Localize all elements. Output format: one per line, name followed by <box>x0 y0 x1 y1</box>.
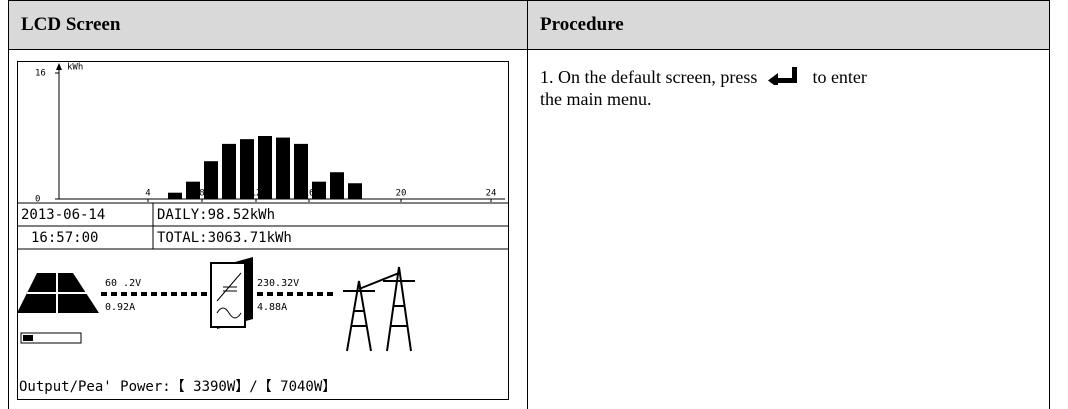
x-tick-label: 24 <box>486 189 497 199</box>
step-text: 1. On the default screen, press <box>540 67 758 87</box>
bar <box>258 136 272 199</box>
bar <box>240 139 254 199</box>
procedure-step: 1. On the default screen, press to enter… <box>540 66 870 110</box>
power: Output/Pea' Power:【 3390W】/【 7040W】 <box>19 379 336 395</box>
bar <box>204 161 218 199</box>
x-tick-label: 16 <box>304 189 315 199</box>
x-tick-label: 20 <box>396 189 407 199</box>
step-text: to enter the main menu. <box>540 67 867 109</box>
x-tick-label: 12 <box>251 189 262 199</box>
lcd-screen: kWh 2013-06-14 DAILY:98.52kWh 16:57:00 T… <box>17 61 509 400</box>
bar <box>294 143 308 199</box>
pv-icon <box>17 273 99 344</box>
pv-voltage: 60 .2V <box>105 278 141 289</box>
y-tick-label: 0 <box>35 195 40 205</box>
enter-key-icon <box>767 67 797 88</box>
grid-voltage: 230.32V <box>257 278 299 289</box>
bar <box>222 143 236 199</box>
daily-yield: DAILY:98.52kWh <box>157 207 275 223</box>
x-tick-label: 8 <box>199 189 204 199</box>
bar <box>312 181 326 199</box>
table-cell <box>527 49 1050 409</box>
y-tick-label: 16 <box>35 69 46 79</box>
bar <box>330 172 344 199</box>
bar <box>186 181 200 199</box>
pylon-icon <box>343 266 415 352</box>
x-tick-label: 4 <box>145 189 150 199</box>
time: 16:57:00 <box>31 230 98 246</box>
lcd-frame <box>17 61 509 400</box>
header-cell: LCD Screen <box>8 0 528 50</box>
y-axis-label: kWh <box>67 63 83 73</box>
inverter-icon <box>210 257 253 329</box>
header-cell: Procedure <box>527 0 1050 50</box>
pv-current: 0.92A <box>105 302 135 313</box>
grid-current: 4.88A <box>257 302 287 313</box>
bar <box>348 183 362 199</box>
bar <box>276 137 290 199</box>
bar <box>168 192 182 199</box>
date: 2013-06-14 <box>21 207 105 223</box>
total-yield: TOTAL:3063.71kWh <box>157 230 292 246</box>
table: LCD Screen Procedure 1. On the default s… <box>8 0 1050 409</box>
axis-arrow <box>56 63 62 70</box>
